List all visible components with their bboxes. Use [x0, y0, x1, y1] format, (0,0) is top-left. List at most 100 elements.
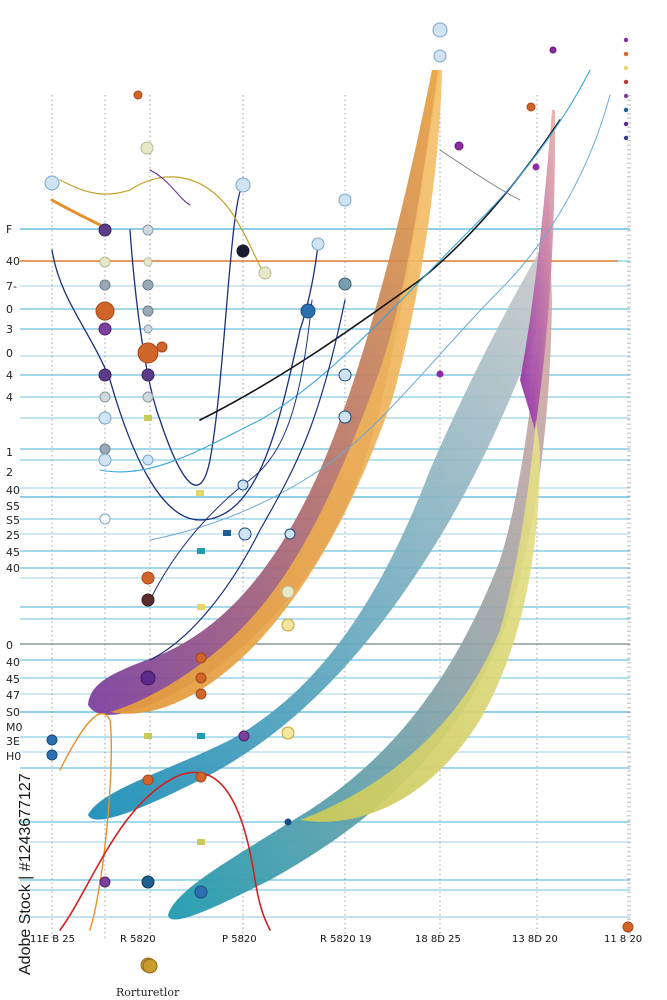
y-tick-label: S5: [6, 500, 20, 513]
data-marker: [99, 391, 111, 403]
watermark: Adobe Stock | #1243677127: [17, 773, 34, 975]
y-tick-label: 3E: [6, 735, 20, 748]
y-tick-label: F: [6, 223, 12, 236]
data-marker: [281, 618, 295, 632]
data-marker: [236, 244, 250, 258]
y-tick-label: 45: [6, 673, 20, 686]
data-marker: [140, 141, 154, 155]
data-marker: [142, 774, 154, 786]
y-tick-label: 25: [6, 529, 20, 542]
x-tick-label: 18 8D 25: [415, 934, 461, 945]
series-key-dot: [623, 65, 629, 71]
data-marker: [432, 22, 448, 38]
series-line: [59, 713, 112, 931]
data-marker: [156, 341, 168, 353]
data-marker: [284, 818, 292, 826]
data-marker: [549, 46, 557, 54]
data-marker: [194, 885, 208, 899]
y-tick-label: 40: [6, 255, 20, 268]
ribbon-band: [168, 190, 552, 920]
y-tick-label: 4: [6, 369, 13, 382]
data-marker: [281, 585, 295, 599]
data-marker: [99, 513, 111, 525]
data-marker: [238, 730, 250, 742]
data-marker: [133, 90, 143, 100]
data-marker: [141, 593, 155, 607]
series-key-dot: [623, 79, 629, 85]
data-marker: [235, 177, 251, 193]
data-marker: [142, 305, 154, 317]
data-marker: [95, 301, 115, 321]
x-tick-label: R 5820 19: [320, 934, 371, 945]
series-line: [59, 176, 266, 276]
data-marker: [195, 688, 207, 700]
data-marker: [99, 256, 111, 268]
x-tick-label: 11 8 20: [604, 934, 642, 945]
x-tick-label: P 5820: [222, 934, 257, 945]
data-marker: [142, 454, 154, 466]
y-tick-label: 45: [6, 546, 20, 559]
y-tick-label: S5: [6, 514, 20, 527]
data-marker: [98, 453, 112, 467]
series-line: [51, 244, 319, 521]
series-line: [439, 149, 521, 201]
y-tick-label: 3: [6, 323, 13, 336]
data-marker: [195, 771, 207, 783]
series-key-dot: [623, 93, 629, 99]
data-marker: [98, 322, 112, 336]
data-marker: [98, 411, 112, 425]
data-marker: [137, 342, 159, 364]
data-marker: [258, 266, 272, 280]
y-tick-label: 47: [6, 689, 20, 702]
data-marker: [338, 277, 352, 291]
data-marker: [143, 257, 153, 267]
series-line: [149, 169, 191, 206]
y-tick-label: 4: [6, 391, 13, 404]
watermark-text: Adobe Stock | #1243677127: [17, 773, 34, 975]
data-marker: [98, 368, 112, 382]
data-marker: [141, 875, 155, 889]
legend-swatch: [142, 958, 158, 974]
data-marker: [143, 324, 153, 334]
data-marker: [436, 370, 444, 378]
square-marker: [223, 530, 231, 536]
data-marker: [338, 193, 352, 207]
data-marker: [338, 410, 352, 424]
series-line: [129, 184, 244, 486]
series-key-dot: [623, 51, 629, 57]
y-tick-label: 1: [6, 446, 13, 459]
data-marker: [99, 876, 111, 888]
data-marker: [433, 49, 447, 63]
data-marker: [454, 141, 464, 151]
square-marker: [197, 548, 205, 554]
data-marker: [142, 279, 154, 291]
y-tick-label: 0: [6, 303, 13, 316]
y-tick-label: 2: [6, 466, 13, 479]
data-marker: [46, 734, 58, 746]
data-marker: [281, 726, 295, 740]
x-tick-labels: 11E B 25 R 5820 P 5820 R 5820 19 18 8D 25 13 …: [30, 934, 642, 945]
y-tick-label: S0: [6, 706, 20, 719]
y-tick-label: 7-: [6, 280, 17, 293]
series-key-dot: [623, 107, 629, 113]
data-marker: [142, 224, 154, 236]
data-marker: [195, 672, 207, 684]
y-tick-label: H0: [6, 750, 21, 763]
data-marker: [238, 527, 252, 541]
data-marker: [46, 749, 58, 761]
data-marker: [140, 670, 156, 686]
square-marker: [197, 733, 205, 739]
data-marker: [99, 279, 111, 291]
series-line: [50, 198, 102, 227]
data-marker: [141, 571, 155, 585]
square-marker: [144, 415, 152, 421]
ribbon-band: [520, 110, 556, 430]
square-marker: [197, 839, 205, 845]
ribbon-band: [88, 70, 440, 715]
series-key-dot: [623, 121, 629, 127]
legend: Rorturetlor: [116, 958, 180, 999]
y-tick-label: 40: [6, 562, 20, 575]
